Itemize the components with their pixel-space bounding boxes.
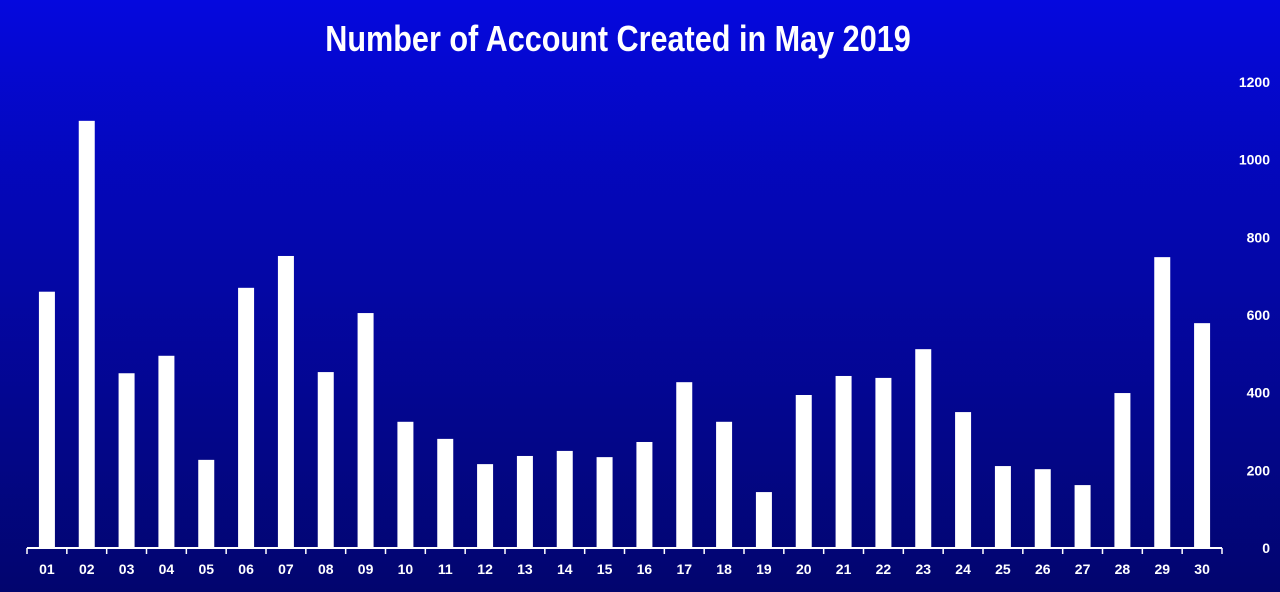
y-tick-label: 1000 (1239, 152, 1270, 168)
x-tick-label: 25 (995, 561, 1011, 577)
x-tick-label: 14 (557, 561, 573, 577)
bar-05 (198, 459, 215, 548)
x-tick-label: 29 (1154, 561, 1170, 577)
bar-09 (357, 313, 374, 548)
x-tick-label: 19 (756, 561, 772, 577)
bar-08 (317, 372, 334, 548)
bar-10 (397, 421, 414, 548)
x-tick-label: 06 (238, 561, 254, 577)
x-tick-label: 07 (278, 561, 294, 577)
x-tick-label: 08 (318, 561, 334, 577)
x-tick-label: 05 (198, 561, 214, 577)
x-tick-label: 03 (119, 561, 135, 577)
bar-20 (795, 394, 812, 548)
bar-14 (556, 450, 573, 548)
bar-19 (755, 492, 772, 548)
x-tick-label: 30 (1194, 561, 1210, 577)
bar-03 (118, 373, 135, 548)
bar-27 (1074, 485, 1091, 548)
x-tick-label: 22 (876, 561, 892, 577)
x-tick-label: 13 (517, 561, 533, 577)
x-tick-label: 16 (637, 561, 653, 577)
x-tick-label: 12 (477, 561, 493, 577)
y-tick-label: 1200 (1239, 74, 1270, 90)
bar-15 (596, 457, 613, 548)
bar-11 (437, 438, 454, 548)
x-tick-label: 28 (1115, 561, 1131, 577)
bar-12 (477, 464, 494, 548)
bar-25 (994, 466, 1011, 548)
bar-18 (716, 421, 733, 548)
x-tick-label: 18 (716, 561, 732, 577)
bar-17 (676, 382, 693, 548)
x-tick-label: 27 (1075, 561, 1091, 577)
bar-22 (875, 377, 892, 548)
chart-title: Number of Account Created in May 2019 (325, 18, 911, 59)
bar-07 (277, 255, 294, 548)
x-tick-label: 23 (915, 561, 931, 577)
bar-26 (1034, 469, 1051, 548)
x-tick-label: 01 (39, 561, 55, 577)
bar-02 (78, 120, 95, 548)
bar-21 (835, 375, 852, 548)
x-tick-label: 26 (1035, 561, 1051, 577)
bar-04 (158, 355, 175, 548)
x-tick-label: 21 (836, 561, 852, 577)
y-tick-label: 0 (1262, 540, 1270, 556)
y-tick-label: 200 (1247, 462, 1271, 478)
bar-16 (636, 441, 653, 548)
bar-30 (1194, 323, 1211, 548)
x-tick-label: 15 (597, 561, 613, 577)
bar-06 (238, 287, 255, 548)
x-tick-label: 11 (438, 561, 453, 577)
y-tick-label: 600 (1247, 307, 1271, 323)
bar-28 (1114, 393, 1131, 548)
x-tick-label: 09 (358, 561, 374, 577)
y-tick-label: 400 (1247, 385, 1271, 401)
x-tick-label: 02 (79, 561, 95, 577)
bar-23 (915, 349, 932, 548)
bar-24 (955, 412, 972, 548)
bar-29 (1154, 257, 1171, 548)
x-tick-label: 04 (159, 561, 175, 577)
x-tick-label: 24 (955, 561, 971, 577)
x-tick-label: 20 (796, 561, 812, 577)
bar-01 (38, 291, 55, 548)
bar-13 (516, 455, 533, 548)
y-tick-label: 800 (1247, 229, 1271, 245)
x-tick-label: 17 (676, 561, 692, 577)
x-tick-label: 10 (398, 561, 414, 577)
